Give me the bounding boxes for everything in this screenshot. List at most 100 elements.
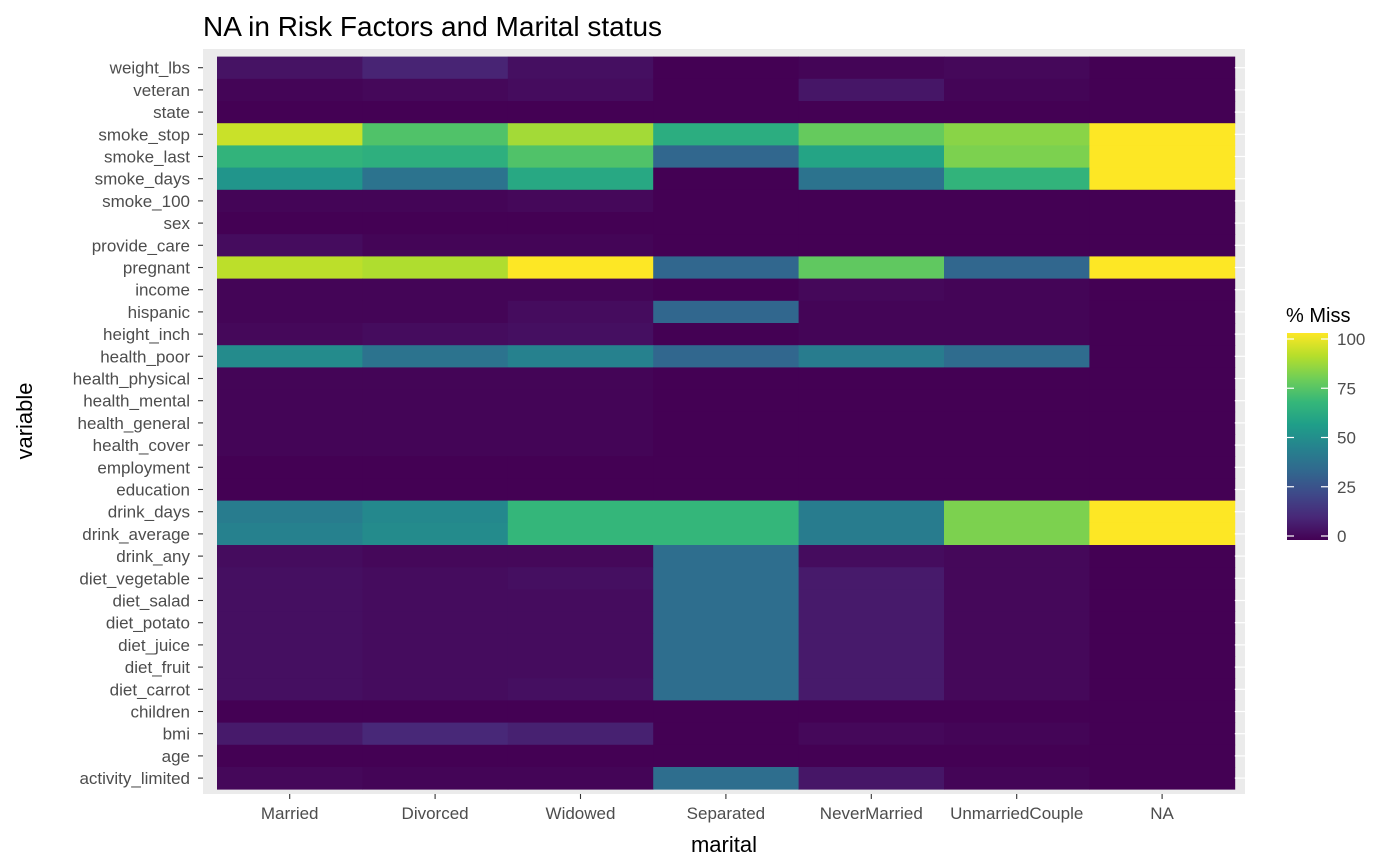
- heatmap-cell-provide_care-UnmarriedCouple: [944, 234, 1090, 257]
- heatmap-cell-activity_limited-Separated: [653, 767, 799, 790]
- heatmap-cell-diet_vegetable-Divorced: [362, 567, 509, 590]
- heatmap-cell-health_physical-Married: [217, 367, 363, 390]
- heatmap-cell-employment-NeverMarried: [798, 456, 945, 479]
- heatmap-cell-health_cover-NeverMarried: [798, 434, 945, 457]
- heatmap-cell-smoke_100-Separated: [653, 189, 799, 213]
- y-tick-label: diet_carrot: [110, 680, 191, 699]
- heatmap-cell-age-Divorced: [362, 744, 509, 768]
- chart-title: NA in Risk Factors and Marital status: [203, 11, 662, 42]
- y-tick-label: smoke_100: [102, 192, 190, 211]
- heatmap-cell-diet_carrot-NeverMarried: [798, 678, 945, 701]
- heatmap-cell-provide_care-Separated: [653, 234, 799, 257]
- heatmap-cell-veteran-Widowed: [507, 78, 654, 102]
- heatmap-cell-health_physical-Divorced: [362, 367, 509, 390]
- heatmap-cell-drink_days-Married: [217, 500, 363, 524]
- heatmap-cell-health_poor-Separated: [653, 345, 799, 368]
- y-tick-label: children: [130, 703, 190, 722]
- heatmap-cell-drink_any-NA: [1089, 545, 1236, 568]
- heatmap-cell-sex-Separated: [653, 212, 799, 235]
- heatmap-cell-diet_potato-NeverMarried: [798, 611, 945, 635]
- heatmap-cell-smoke_100-Widowed: [507, 189, 654, 213]
- y-tick-label: state: [153, 103, 190, 122]
- heatmap-cell-diet_potato-Widowed: [507, 611, 654, 635]
- heatmap-cell-drink_any-Divorced: [362, 545, 509, 568]
- heatmap-cell-education-Divorced: [362, 478, 509, 501]
- heatmap-cell-education-Separated: [653, 478, 799, 501]
- heatmap-cell-income-Divorced: [362, 278, 509, 302]
- heatmap-cell-drink_days-NA: [1089, 500, 1236, 524]
- heatmap-cell-diet_carrot-Married: [217, 678, 363, 701]
- legend-ticks: 0 25 50 75 100: [1287, 330, 1365, 546]
- heatmap-cell-smoke_100-Divorced: [362, 189, 509, 213]
- heatmap-cell-height_inch-NeverMarried: [798, 323, 945, 346]
- x-tick-label: NeverMarried: [820, 804, 923, 823]
- heatmap-cell-health_mental-Married: [217, 389, 363, 413]
- heatmap-cell-drink_average-NeverMarried: [798, 522, 945, 546]
- heatmap-cell-bmi-NeverMarried: [798, 722, 945, 746]
- heatmap-cell-health_general-Widowed: [507, 411, 654, 435]
- heatmap-cell-diet_carrot-Divorced: [362, 678, 509, 701]
- heatmap-cell-state-Divorced: [362, 101, 509, 124]
- heatmap-cell-smoke_stop-Widowed: [507, 123, 654, 146]
- heatmap-cell-smoke_days-NeverMarried: [798, 167, 945, 191]
- x-axis: Married Divorced Widowed Separated NeverMarr…: [261, 794, 1175, 823]
- heatmap-cell-diet_vegetable-UnmarriedCouple: [944, 567, 1090, 590]
- x-tick-label: Divorced: [402, 804, 469, 823]
- heatmap-cell-provide_care-Divorced: [362, 234, 509, 257]
- heatmap-cell-children-Separated: [653, 700, 799, 723]
- heatmap-cell-education-UnmarriedCouple: [944, 478, 1090, 501]
- heatmap-cell-activity_limited-NeverMarried: [798, 767, 945, 790]
- heatmap-cell-sex-Widowed: [507, 212, 654, 235]
- heatmap-cell-smoke_last-NA: [1089, 145, 1236, 168]
- heatmap-cell-activity_limited-Widowed: [507, 767, 654, 790]
- heatmap-cell-drink_average-UnmarriedCouple: [944, 522, 1090, 546]
- heatmap-cell-drink_average-Married: [217, 522, 363, 546]
- legend-tick-label: 75: [1337, 379, 1356, 398]
- heatmap-cell-activity_limited-NA: [1089, 767, 1236, 790]
- heatmap-cell-sex-NA: [1089, 212, 1236, 235]
- heatmap-cell-weight_lbs-NA: [1089, 56, 1236, 80]
- heatmap-cell-children-Divorced: [362, 700, 509, 723]
- heatmap-cell-children-NA: [1089, 700, 1236, 723]
- heatmap-cell-health_general-Separated: [653, 411, 799, 435]
- heatmap-cell-diet_salad-Separated: [653, 589, 799, 612]
- heatmap-cell-health_physical-UnmarriedCouple: [944, 367, 1090, 390]
- heatmap-cell-age-Widowed: [507, 744, 654, 768]
- heatmap-cell-smoke_days-UnmarriedCouple: [944, 167, 1090, 191]
- heatmap-cell-height_inch-NA: [1089, 323, 1236, 346]
- heatmap-cell-age-UnmarriedCouple: [944, 744, 1090, 768]
- heatmap-cell-diet_salad-UnmarriedCouple: [944, 589, 1090, 612]
- heatmap-cell-health_mental-NeverMarried: [798, 389, 945, 413]
- heatmap-cell-diet_salad-Married: [217, 589, 363, 612]
- heatmap-cell-health_poor-NeverMarried: [798, 345, 945, 368]
- y-tick-label: drink_any: [116, 547, 190, 566]
- heatmap-cell-health_cover-Separated: [653, 434, 799, 457]
- y-tick-label: income: [135, 281, 190, 300]
- heatmap-cell-provide_care-Widowed: [507, 234, 654, 257]
- heatmap-cell-diet_fruit-NeverMarried: [798, 656, 945, 679]
- heatmap-cell-pregnant-Widowed: [507, 256, 654, 279]
- y-tick-label: age: [162, 747, 190, 766]
- heatmap-cell-smoke_100-NeverMarried: [798, 189, 945, 213]
- heatmap-cell-smoke_last-UnmarriedCouple: [944, 145, 1090, 168]
- y-tick-label: health_mental: [83, 392, 190, 411]
- heatmap-cell-employment-NA: [1089, 456, 1236, 479]
- heatmap-cell-diet_potato-UnmarriedCouple: [944, 611, 1090, 635]
- y-tick-label: diet_salad: [112, 592, 190, 611]
- heatmap-cell-drink_days-Widowed: [507, 500, 654, 524]
- heatmap-cell-bmi-Divorced: [362, 722, 509, 746]
- y-tick-label: diet_juice: [118, 636, 190, 655]
- heatmap-cell-health_mental-Divorced: [362, 389, 509, 413]
- heatmap-cell-health_cover-Married: [217, 434, 363, 457]
- heatmap-cell-drink_days-NeverMarried: [798, 500, 945, 524]
- y-tick-label: veteran: [133, 81, 190, 100]
- heatmap-cell-smoke_last-NeverMarried: [798, 145, 945, 168]
- heatmap-cell-children-UnmarriedCouple: [944, 700, 1090, 723]
- heatmap-cell-health_general-Divorced: [362, 411, 509, 435]
- heatmap-cell-diet_juice-Married: [217, 633, 363, 657]
- legend-tick-label: 50: [1337, 429, 1356, 448]
- heatmap-cell-health_physical-Widowed: [507, 367, 654, 390]
- heatmap-cell-smoke_stop-NeverMarried: [798, 123, 945, 146]
- heatmap-cell-diet_fruit-Separated: [653, 656, 799, 679]
